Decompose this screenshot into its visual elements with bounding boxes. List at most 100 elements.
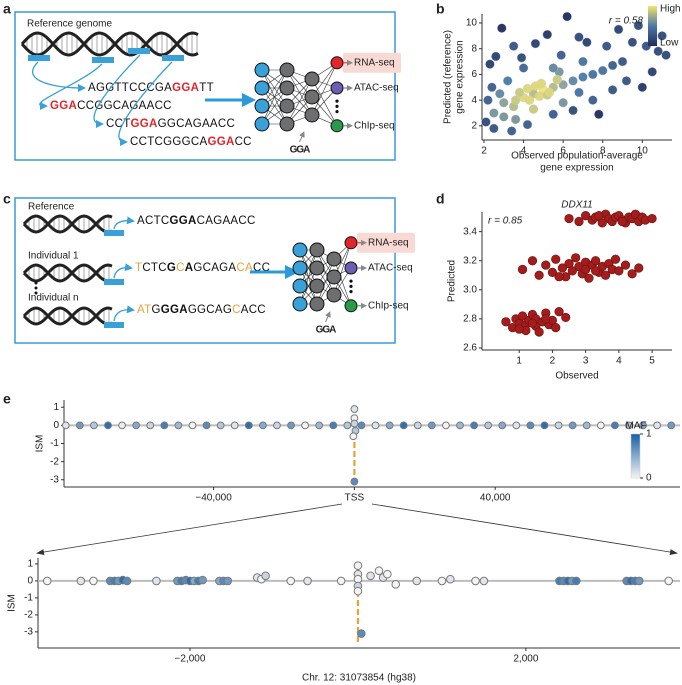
point bbox=[551, 254, 561, 264]
read bbox=[162, 55, 184, 61]
point bbox=[301, 421, 310, 430]
hidden-node bbox=[279, 80, 295, 96]
point bbox=[487, 82, 497, 92]
point bbox=[350, 405, 359, 413]
point bbox=[132, 421, 141, 430]
point bbox=[554, 307, 564, 317]
point bbox=[574, 32, 584, 42]
sequence-segment: AT bbox=[137, 304, 151, 316]
panel-label: d bbox=[436, 191, 445, 207]
y-tick-label: 1 bbox=[27, 559, 33, 570]
point bbox=[581, 211, 591, 221]
x-tick-label: 4 bbox=[521, 146, 527, 157]
y-tick-label: 8 bbox=[471, 43, 477, 54]
read-arrow bbox=[31, 61, 86, 92]
point bbox=[230, 421, 239, 430]
point bbox=[594, 211, 604, 221]
point bbox=[591, 266, 601, 276]
point bbox=[471, 576, 480, 586]
hidden-node bbox=[279, 98, 295, 114]
point bbox=[501, 317, 511, 327]
point bbox=[503, 76, 513, 86]
point bbox=[540, 421, 549, 430]
points bbox=[481, 11, 671, 136]
dna-helix bbox=[22, 263, 113, 283]
point bbox=[514, 87, 525, 98]
point bbox=[584, 273, 594, 283]
point bbox=[588, 95, 598, 105]
point bbox=[558, 98, 568, 108]
point bbox=[442, 421, 450, 430]
zoom-arrow bbox=[36, 503, 343, 556]
point bbox=[548, 109, 558, 119]
hidden-node bbox=[326, 269, 342, 285]
colorbar bbox=[648, 6, 657, 46]
sequence-segment: GGA bbox=[170, 215, 197, 227]
y-tick-label: 2.8 bbox=[463, 314, 477, 325]
point bbox=[75, 421, 84, 430]
point bbox=[497, 23, 507, 33]
output-label: ATAC-seq bbox=[368, 263, 413, 274]
sequence-segment: CA bbox=[236, 262, 253, 274]
input-node bbox=[292, 242, 308, 258]
sequence-segment: GGA bbox=[131, 118, 158, 130]
point bbox=[544, 87, 554, 98]
nn-edge bbox=[286, 78, 313, 125]
hidden-node bbox=[326, 251, 342, 267]
x-tick-label: 2,000 bbox=[513, 654, 538, 665]
nn-edge bbox=[333, 258, 352, 306]
point bbox=[522, 83, 533, 94]
point bbox=[557, 263, 567, 273]
point bbox=[350, 419, 359, 428]
point bbox=[541, 260, 551, 270]
sequence-segment: GGA bbox=[50, 100, 77, 112]
point bbox=[516, 53, 527, 63]
point bbox=[349, 432, 358, 441]
y-tick-label: 2.6 bbox=[463, 343, 477, 354]
point bbox=[522, 119, 533, 130]
point bbox=[534, 270, 544, 280]
point bbox=[514, 324, 524, 334]
point bbox=[508, 41, 519, 51]
ellipsis-dot bbox=[349, 279, 353, 283]
point bbox=[517, 264, 528, 275]
output-label: ATAC-seq bbox=[354, 83, 399, 94]
hidden-node bbox=[309, 242, 325, 258]
sequence-segment: G bbox=[167, 262, 176, 274]
dna-strand bbox=[20, 31, 199, 57]
dna-strand bbox=[22, 306, 113, 326]
input-node bbox=[254, 80, 270, 96]
seq-arrow bbox=[113, 216, 135, 230]
point bbox=[530, 38, 541, 49]
read-arrow bbox=[39, 63, 103, 110]
y-tick-label: 3.0 bbox=[463, 284, 477, 295]
sequence-segment: CCT bbox=[106, 118, 131, 130]
point bbox=[574, 87, 584, 98]
x-tick-label: 40,000 bbox=[480, 493, 511, 504]
point bbox=[479, 576, 489, 586]
sequence-segment: GGA bbox=[207, 136, 234, 148]
y-tick-label: -1 bbox=[24, 593, 33, 604]
x-tick-label: 3 bbox=[583, 356, 589, 367]
point bbox=[627, 37, 638, 47]
point bbox=[552, 74, 562, 85]
x-tick-label: 2 bbox=[550, 356, 556, 367]
points bbox=[501, 209, 657, 337]
point bbox=[571, 253, 581, 263]
y-tick-label: -3 bbox=[24, 627, 33, 638]
y-tick-label: 6 bbox=[471, 69, 477, 80]
y-axis-label: ISM bbox=[7, 594, 18, 612]
y-tick-label: -2 bbox=[50, 456, 59, 467]
point bbox=[76, 576, 86, 586]
sequence-segment: CAGAACC bbox=[197, 215, 256, 227]
sequence-segment: GGCAG bbox=[188, 304, 232, 316]
point bbox=[567, 266, 577, 276]
point bbox=[588, 69, 598, 80]
seq-arrow bbox=[113, 305, 135, 322]
point bbox=[574, 216, 584, 227]
sequence-segment: GCAGA bbox=[193, 262, 236, 274]
point bbox=[244, 421, 253, 430]
point bbox=[517, 311, 528, 321]
dna-helix bbox=[22, 214, 113, 234]
point bbox=[512, 421, 521, 430]
